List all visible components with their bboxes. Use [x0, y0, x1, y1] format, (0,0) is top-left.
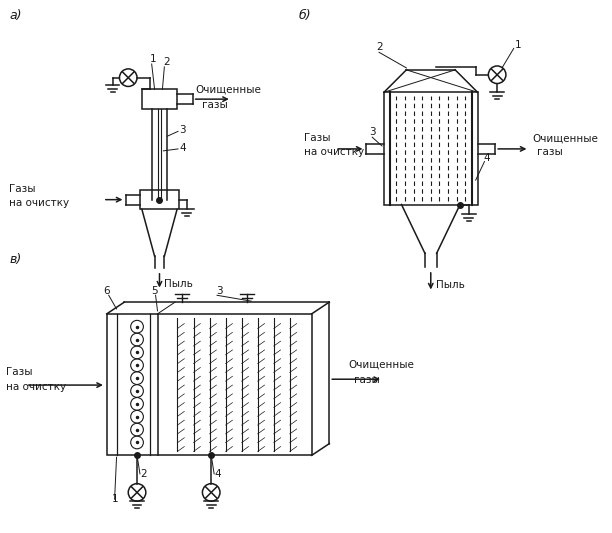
Text: Очищенные: Очищенные [532, 133, 598, 143]
Text: 4: 4 [483, 152, 490, 163]
Text: на очистку: на очистку [6, 382, 66, 392]
Text: 2: 2 [140, 469, 147, 479]
Text: 5: 5 [152, 286, 159, 296]
Text: 2: 2 [163, 57, 170, 67]
Text: Пыль: Пыль [165, 279, 193, 289]
Text: 1: 1 [515, 41, 521, 51]
Text: б): б) [299, 9, 312, 22]
Text: газы: газы [203, 100, 228, 110]
Text: 4: 4 [179, 143, 185, 153]
Text: Газы: Газы [9, 184, 35, 194]
Bar [142, 90, 177, 109]
Text: в): в) [9, 253, 21, 266]
Text: Газы: Газы [6, 367, 33, 377]
Text: Очищенные: Очищенные [349, 359, 415, 369]
Text: 1: 1 [150, 54, 156, 64]
Text: Газы: Газы [304, 133, 330, 143]
Text: на очистку: на очистку [304, 147, 364, 157]
Bar [384, 92, 477, 205]
Text: 3: 3 [369, 127, 376, 137]
Text: газы: газы [537, 147, 563, 157]
Bar [106, 314, 312, 455]
Text: а): а) [9, 9, 21, 22]
Text: газы: газы [354, 375, 379, 385]
Text: 1: 1 [111, 494, 118, 504]
Text: 3: 3 [216, 286, 223, 296]
Text: 6: 6 [103, 286, 110, 296]
Text: 4: 4 [214, 469, 221, 479]
Bar [140, 190, 179, 209]
Text: Очищенные: Очищенные [196, 84, 261, 94]
Text: 3: 3 [179, 125, 185, 135]
Text: Пыль: Пыль [436, 280, 465, 290]
Text: на очистку: на очистку [9, 198, 69, 207]
Text: 2: 2 [376, 42, 382, 52]
